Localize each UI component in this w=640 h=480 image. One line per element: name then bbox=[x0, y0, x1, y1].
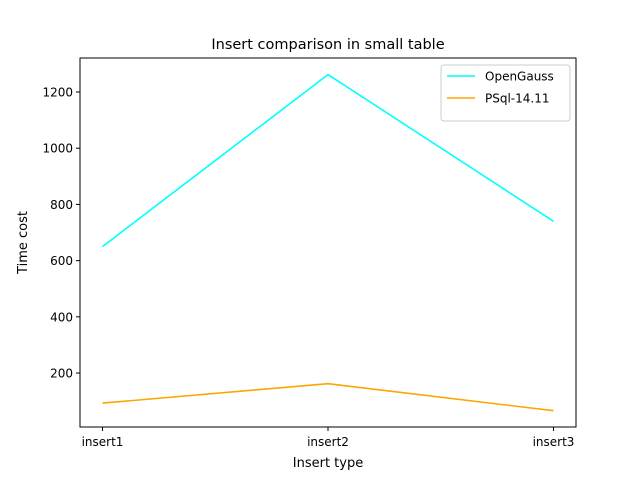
y-axis-ticks: 200 400 600 800 1000 1200 bbox=[42, 86, 80, 381]
y-tick-label: 1000 bbox=[42, 142, 73, 156]
legend-box bbox=[440, 64, 571, 122]
chart-title: Insert comparison in small table bbox=[211, 37, 444, 53]
y-tick-label: 1200 bbox=[42, 86, 73, 100]
y-tick-label: 400 bbox=[50, 310, 73, 324]
x-axis-ticks: insert1 insert2 insert3 bbox=[82, 427, 575, 449]
series-line-2 bbox=[102, 382, 554, 412]
y-tick-label: 600 bbox=[50, 254, 73, 268]
x-tick-label: insert1 bbox=[82, 435, 124, 449]
series-line-1 bbox=[102, 73, 554, 248]
legend-label: OpenGauss bbox=[485, 70, 554, 84]
legend-label: PSql-14.11 bbox=[485, 92, 550, 106]
legend: OpenGauss PSql-14.11 bbox=[440, 64, 571, 122]
x-tick-label: insert3 bbox=[533, 435, 575, 449]
x-axis-label: Insert type bbox=[293, 456, 363, 471]
x-tick-label: insert2 bbox=[307, 435, 349, 449]
series-lines bbox=[102, 73, 554, 412]
y-axis-label: Time cost bbox=[16, 211, 31, 275]
y-tick-label: 800 bbox=[50, 198, 73, 212]
y-tick-label: 200 bbox=[50, 367, 73, 381]
